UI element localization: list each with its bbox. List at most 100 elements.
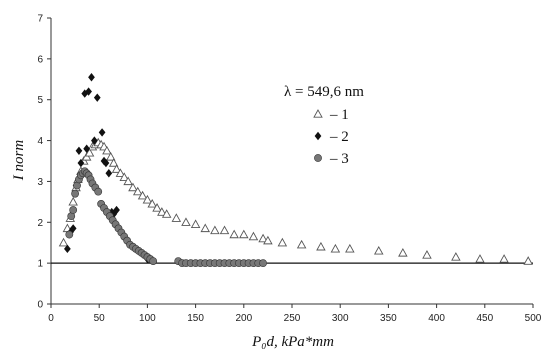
series-2-point <box>77 158 85 168</box>
series-1-point <box>296 239 307 249</box>
series-1-point <box>123 176 133 186</box>
legend-label-1: – 1 <box>329 107 349 123</box>
series-3-point <box>149 257 158 265</box>
series-1-point <box>475 254 485 263</box>
x-tick-label: 350 <box>380 313 397 324</box>
series-1-point <box>106 151 116 161</box>
series-1-point <box>115 168 126 177</box>
series-2-point <box>100 156 108 166</box>
x-tick-label: 150 <box>187 313 204 324</box>
series-1-point <box>330 243 341 253</box>
series-1-point <box>200 223 211 233</box>
series-2-point <box>81 89 89 98</box>
series-1-point <box>84 147 95 157</box>
series-3-point <box>94 187 103 196</box>
series-1-point <box>422 250 432 259</box>
series-1-point <box>523 256 533 265</box>
series-1-point <box>147 198 157 208</box>
legend-title: λ = 549,6 nm <box>284 84 364 100</box>
series-1-point <box>142 194 153 204</box>
y-tick-label: 4 <box>37 136 43 147</box>
series-2-point <box>98 128 106 137</box>
series-1-point <box>263 235 273 245</box>
series-1-point <box>239 229 249 239</box>
series-1 <box>58 137 533 265</box>
axes-layer <box>50 18 533 305</box>
series-2-point <box>105 169 113 178</box>
series-2-point <box>88 73 95 82</box>
series-1-point <box>398 248 408 257</box>
y-tick-label: 7 <box>37 14 43 25</box>
series-1-point <box>229 229 239 239</box>
x-tick-label: 200 <box>235 313 252 324</box>
x-tick-label: 100 <box>139 313 156 324</box>
series-1-point <box>102 145 112 155</box>
series-2-point <box>102 158 110 168</box>
series-1-point <box>451 252 461 261</box>
series-1-point <box>345 243 355 253</box>
legend-marker-1 <box>313 109 323 118</box>
series-1-point <box>190 219 201 228</box>
legend-marker-3 <box>314 154 322 162</box>
series-1-point <box>219 225 230 235</box>
x-axis-label: P₀d, kPa*mm <box>251 334 334 350</box>
series-3-point <box>65 230 74 239</box>
series-1-point <box>499 254 509 263</box>
series-1-point <box>157 207 167 216</box>
series-1-point <box>277 237 288 247</box>
y-tick-label: 2 <box>37 218 43 229</box>
series-2-point <box>75 146 83 155</box>
legend-item-2: – 2 <box>314 129 349 145</box>
series-3 <box>65 167 267 268</box>
y-tick-label: 1 <box>37 259 43 270</box>
series-2-point <box>93 93 101 102</box>
series-1-point <box>171 213 182 222</box>
series-2-point <box>110 209 118 219</box>
series-1-point <box>152 203 162 212</box>
x-tick-label: 500 <box>525 313 542 324</box>
series-1-point <box>81 151 92 161</box>
legend-item-1: – 1 <box>313 107 349 123</box>
x-tick-label: 0 <box>48 313 54 324</box>
x-tick-label: 50 <box>94 313 106 324</box>
series-2-point <box>83 144 91 153</box>
series-2-point <box>113 205 120 215</box>
series-1-point <box>119 172 130 181</box>
series-1-point <box>111 164 122 173</box>
x-tick-label: 400 <box>428 313 445 324</box>
series-1-point <box>128 182 138 192</box>
marks-layer <box>58 73 533 268</box>
series-2-point <box>64 244 71 254</box>
series-1-point <box>58 237 69 247</box>
y-tick-label: 0 <box>37 300 43 311</box>
series-1-point <box>258 233 268 243</box>
ticks-layer: 0 1 2 3 4 5 6 7 0 50 100 150 200 250 300 350 400 450 500 <box>37 14 541 325</box>
series-1-point <box>161 209 172 218</box>
legend-label-3: – 3 <box>329 151 349 167</box>
y-tick-label: 6 <box>37 54 43 65</box>
series-2 <box>64 73 151 264</box>
series-1-point <box>108 158 119 167</box>
series-2-point <box>85 87 92 96</box>
series-1-point <box>68 196 78 206</box>
x-tick-label: 250 <box>284 313 301 324</box>
series-1-point <box>181 217 191 226</box>
legend-item-3: – 3 <box>314 151 349 167</box>
x-tick-label: 300 <box>332 313 349 324</box>
series-1-point <box>210 225 220 235</box>
legend-label-2: – 2 <box>329 129 349 145</box>
y-tick-label: 5 <box>37 95 43 106</box>
series-1-point <box>137 190 148 200</box>
y-axis-label: I norm <box>11 140 27 182</box>
series-3-point <box>69 206 78 214</box>
legend: λ = 549,6 nm – 1 – 2 – 3 <box>284 84 364 167</box>
series-3-point <box>259 259 267 268</box>
x-tick-label: 450 <box>476 313 493 324</box>
series-1-point <box>248 231 259 241</box>
legend-marker-2 <box>314 131 322 141</box>
series-2-point <box>69 224 77 233</box>
series-1-point <box>373 245 384 255</box>
series-3-point <box>71 189 79 198</box>
y-tick-label: 3 <box>37 177 43 188</box>
series-1-point <box>316 241 326 251</box>
